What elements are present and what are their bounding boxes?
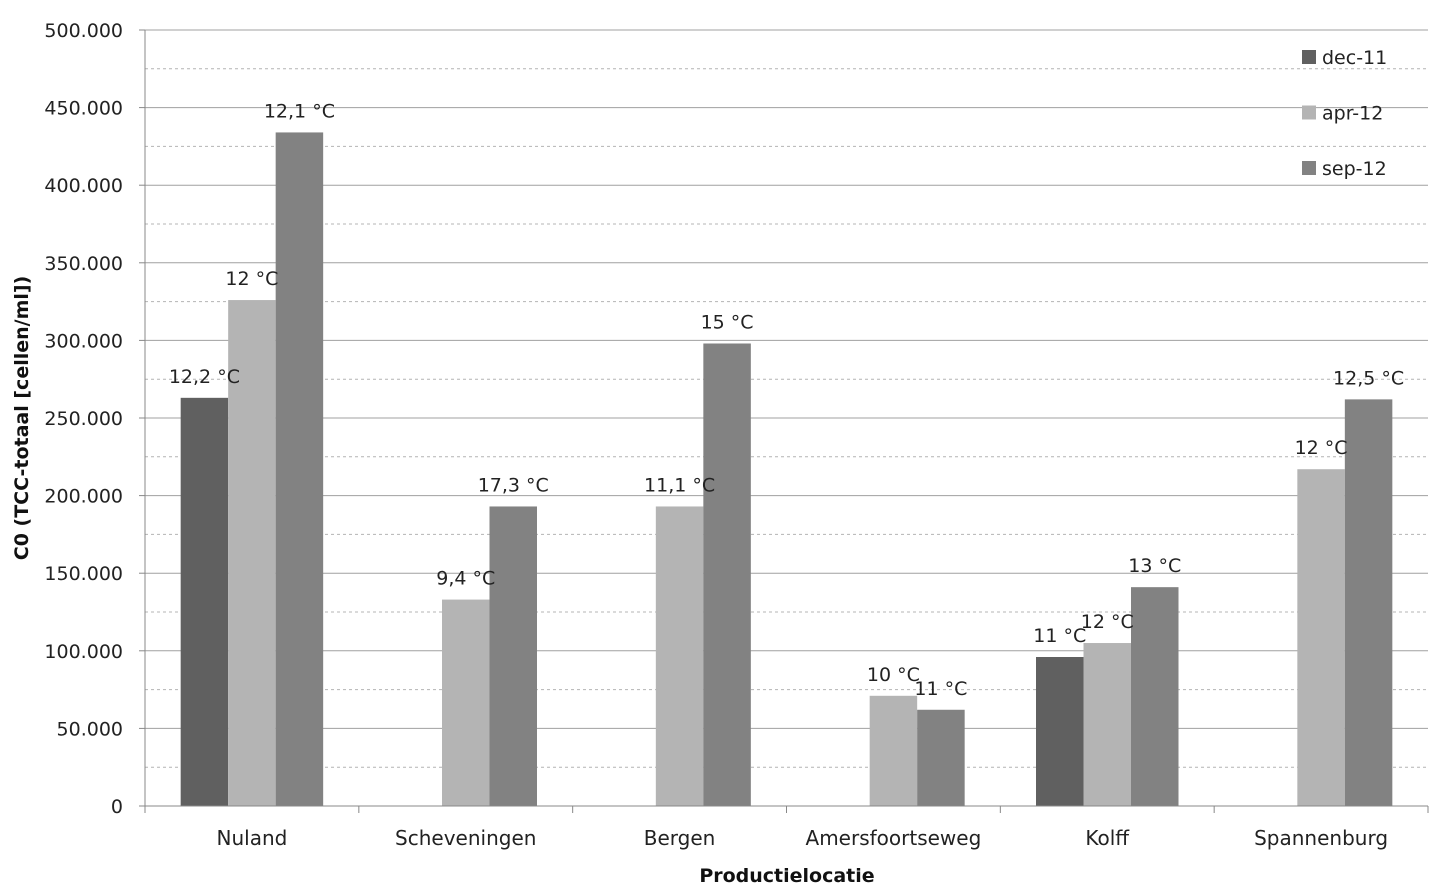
- data-label: 12 °C: [1295, 437, 1348, 459]
- data-label: 12,5 °C: [1333, 367, 1404, 389]
- y-tick-labels: 0 50.000 100.000 150.000 200.000 250.000 300.0…: [44, 20, 123, 818]
- bar-apr-12: [228, 300, 276, 806]
- gridlines: [145, 29, 1428, 768]
- bar-sep-12: [703, 343, 751, 806]
- data-label: 10 °C: [867, 664, 920, 686]
- bar-apr-12: [869, 695, 918, 806]
- category-label: Kolff: [1085, 826, 1130, 850]
- x-axis-title: Productielocatie: [699, 865, 874, 887]
- bar-apr-12: [442, 599, 490, 806]
- data-label: 12 °C: [225, 268, 278, 290]
- legend-label: apr-12: [1322, 103, 1383, 125]
- y-tick-label: 150.000: [44, 563, 123, 585]
- data-label: 12,1 °C: [264, 100, 335, 122]
- y-tick-label: 300.000: [44, 330, 123, 352]
- y-tick-label: 400.000: [44, 175, 123, 197]
- x-category-labels: Nuland Scheveningen Bergen Amersfoortseweg K…: [217, 826, 1389, 850]
- data-labels: 12,2 °C 12 °C 12,1 °C 9,4 °C 17,3 °C 11,1 °C 1…: [169, 100, 1404, 699]
- data-label: 17,3 °C: [478, 474, 549, 496]
- data-label: 12 °C: [1081, 611, 1134, 633]
- data-label: 9,4 °C: [436, 568, 495, 590]
- legend-label: dec-11: [1322, 47, 1387, 69]
- legend-swatch-dec-11: [1302, 50, 1316, 64]
- legend: dec-11 apr-12 sep-12: [1302, 47, 1387, 180]
- bar-dec-11: [1036, 657, 1084, 806]
- data-label: 11 °C: [914, 678, 967, 700]
- y-tick-label: 0: [111, 796, 123, 818]
- y-tick-label: 100.000: [44, 641, 123, 663]
- y-tick-label: 250.000: [44, 408, 123, 430]
- category-label: Amersfoortseweg: [806, 826, 982, 850]
- y-axis-title: C0 (TCC-totaal [cellen/ml]): [11, 276, 33, 561]
- legend-swatch-apr-12: [1302, 105, 1316, 120]
- category-label: Scheveningen: [395, 826, 536, 850]
- axes: [139, 29, 1429, 813]
- data-label: 11,1 °C: [644, 474, 715, 496]
- bars: [180, 132, 1393, 806]
- y-tick-label: 50.000: [57, 718, 123, 740]
- category-label: Nuland: [217, 826, 288, 850]
- legend-label: sep-12: [1322, 158, 1387, 180]
- bar-dec-11: [180, 397, 229, 806]
- category-label: Bergen: [644, 826, 716, 850]
- bar-sep-12: [1344, 399, 1393, 806]
- data-label: 12,2 °C: [169, 366, 240, 388]
- data-label: 15 °C: [701, 312, 754, 334]
- bar-apr-12: [655, 506, 704, 806]
- data-label: 11 °C: [1033, 625, 1086, 647]
- bar-apr-12: [1297, 469, 1345, 806]
- y-tick-label: 450.000: [44, 98, 123, 120]
- y-tick-label: 350.000: [44, 253, 123, 275]
- y-tick-label: 500.000: [44, 20, 123, 42]
- bar-sep-12: [1131, 587, 1179, 806]
- legend-swatch-sep-12: [1302, 161, 1316, 175]
- bar-apr-12: [1083, 643, 1131, 806]
- category-label: Spannenburg: [1254, 826, 1388, 850]
- bar-sep-12: [489, 506, 537, 806]
- data-label: 13 °C: [1128, 555, 1181, 577]
- bar-sep-12: [275, 132, 324, 806]
- bar-sep-12: [917, 709, 965, 806]
- y-tick-label: 200.000: [44, 486, 123, 508]
